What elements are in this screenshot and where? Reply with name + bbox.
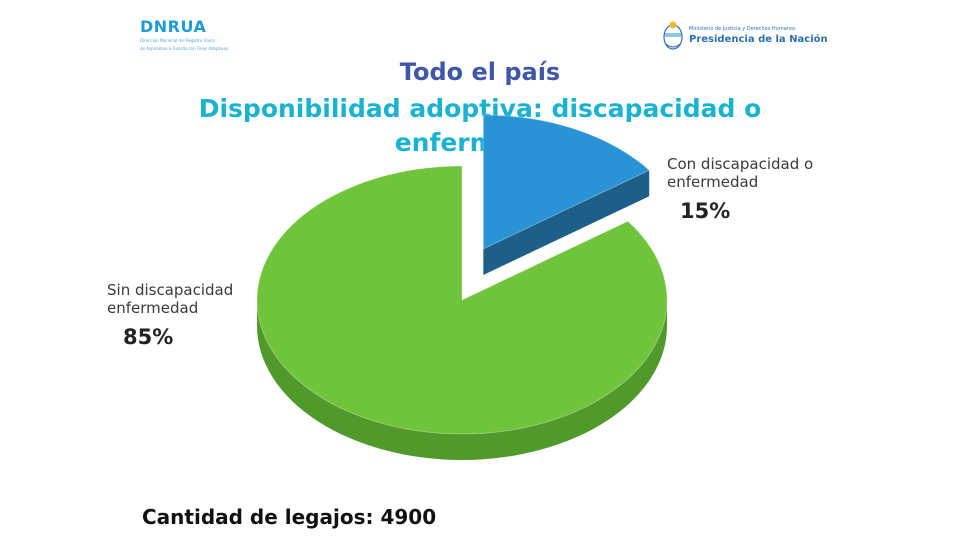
slice-value-sin: 85% <box>123 325 174 349</box>
dnrua-brand: DNRUA <box>140 17 207 36</box>
slice-label-con: Con discapacidad o enfermedad <box>667 155 813 191</box>
slice-value-con: 15% <box>680 199 731 223</box>
pie-slice-0 <box>482 114 651 250</box>
slice-label-sin-line1: Sin discapacidad <box>107 281 234 299</box>
pie-slice-wall-1 <box>257 300 667 460</box>
slice-label-con-line1: Con discapacidad o <box>667 155 814 173</box>
dnrua-subtitle-line2: de Aspirantes a Guarda con Fines Adoptiv… <box>140 46 229 51</box>
slice-label-con-line2: enfermedad <box>667 173 759 191</box>
ministry-name: Ministerio de Justicia y Derechos Humano… <box>689 26 796 32</box>
presidencia-logo: Ministerio de Justicia y Derechos Humano… <box>662 20 842 56</box>
national-seal-icon <box>663 21 683 50</box>
slice-label-sin: Sin discapacidad enfermedad <box>107 281 233 317</box>
pie-slice-cut-0 <box>483 170 650 275</box>
dnrua-logo: DNRUA Dirección Nacional del Registro Ún… <box>140 18 310 52</box>
presidency-name: Presidencia de la Nación <box>689 34 828 45</box>
pie-slice-1 <box>256 165 668 435</box>
chart-subtitle-line1: Disponibilidad adoptiva: discapacidad o <box>198 94 762 123</box>
dnrua-subtitle-line1: Dirección Nacional del Registro Único <box>140 38 215 43</box>
pie-slice-side-0 <box>483 170 650 275</box>
file-count: Cantidad de legajos: 4900 <box>142 505 437 529</box>
chart-title: Todo el país <box>399 58 561 86</box>
slice-label-sin-line2: enfermedad <box>107 299 199 317</box>
pie-slice-side-1 <box>257 300 667 460</box>
